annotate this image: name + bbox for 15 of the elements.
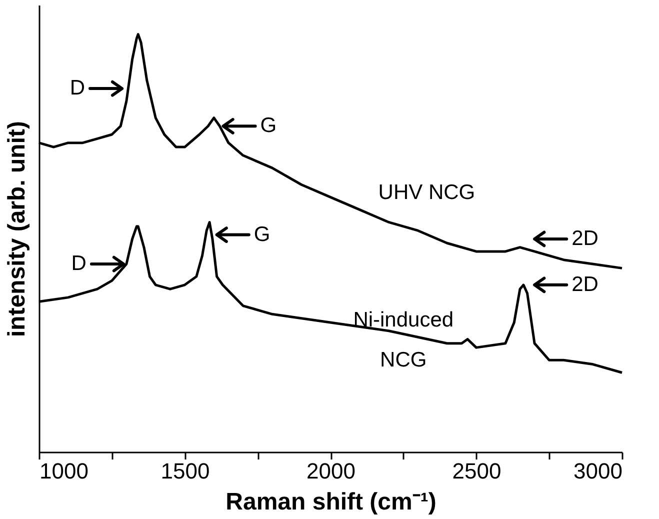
annotation: G (254, 222, 270, 246)
x-tick-label: 3000 (574, 458, 622, 484)
y-axis-title: intensity (arb. unit) (4, 121, 30, 337)
annotation: 2D (572, 272, 598, 296)
annotation: Ni-induced NCG (353, 308, 454, 372)
annotation: UHV NCG (378, 180, 476, 204)
annotation: 2D (572, 226, 598, 250)
x-tick-label: 2000 (306, 458, 356, 484)
annotation: D (71, 252, 86, 276)
x-axis-title: Raman shift (cm⁻¹) (226, 488, 436, 516)
annotation: D (70, 76, 86, 100)
x-tick-label: 1000 (40, 458, 88, 484)
x-tick-label: 2500 (452, 458, 502, 484)
annotation: G (260, 114, 277, 138)
x-tick-label: 1500 (160, 458, 210, 484)
